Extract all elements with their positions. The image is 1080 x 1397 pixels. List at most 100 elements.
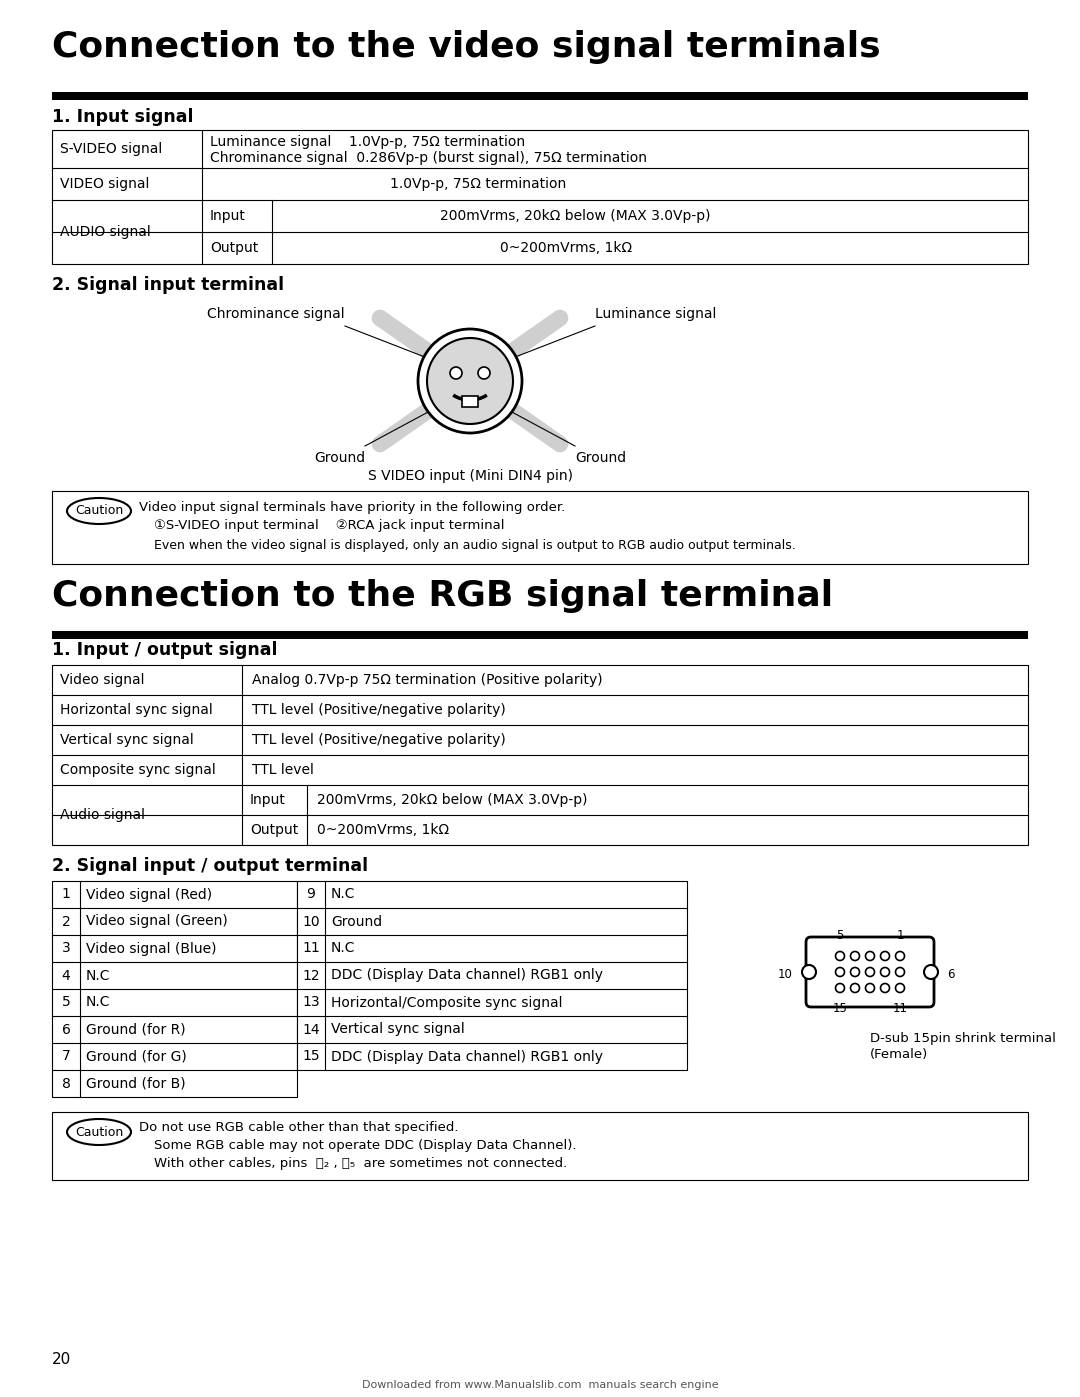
Text: N.C: N.C bbox=[330, 942, 355, 956]
Text: 9: 9 bbox=[307, 887, 315, 901]
Text: TTL level (Positive/negative polarity): TTL level (Positive/negative polarity) bbox=[252, 703, 505, 717]
Text: 10: 10 bbox=[302, 915, 320, 929]
Bar bbox=[52, 665, 1028, 845]
Text: 5: 5 bbox=[836, 929, 843, 942]
Circle shape bbox=[895, 968, 905, 977]
Text: S VIDEO input (Mini DIN4 pin): S VIDEO input (Mini DIN4 pin) bbox=[367, 469, 572, 483]
Text: Input: Input bbox=[210, 210, 246, 224]
Text: Ground: Ground bbox=[314, 451, 365, 465]
Text: Do not use RGB cable other than that specified.: Do not use RGB cable other than that spe… bbox=[139, 1122, 459, 1134]
Text: Video signal (Green): Video signal (Green) bbox=[86, 915, 228, 929]
Text: 10: 10 bbox=[778, 968, 793, 981]
Text: 15: 15 bbox=[833, 1002, 848, 1016]
Circle shape bbox=[865, 983, 875, 992]
Text: (Female): (Female) bbox=[870, 1048, 928, 1060]
Text: 0~200mVrms, 1kΩ: 0~200mVrms, 1kΩ bbox=[500, 242, 632, 256]
Text: 1: 1 bbox=[896, 929, 904, 942]
Circle shape bbox=[865, 968, 875, 977]
Text: Composite sync signal: Composite sync signal bbox=[60, 763, 216, 777]
Text: Caution: Caution bbox=[75, 1126, 123, 1139]
Text: Output: Output bbox=[249, 823, 298, 837]
Circle shape bbox=[478, 367, 490, 379]
Text: Horizontal/Composite sync signal: Horizontal/Composite sync signal bbox=[330, 996, 563, 1010]
Circle shape bbox=[924, 965, 939, 979]
Circle shape bbox=[836, 951, 845, 961]
Text: 4: 4 bbox=[62, 968, 70, 982]
Text: 14: 14 bbox=[302, 1023, 320, 1037]
Text: Video signal (Red): Video signal (Red) bbox=[86, 887, 212, 901]
Text: Ground: Ground bbox=[330, 915, 382, 929]
Bar bbox=[52, 882, 297, 1097]
Circle shape bbox=[802, 965, 816, 979]
Text: Caution: Caution bbox=[75, 504, 123, 517]
Circle shape bbox=[836, 968, 845, 977]
Bar bbox=[52, 490, 1028, 564]
Text: DDC (Display Data channel) RGB1 only: DDC (Display Data channel) RGB1 only bbox=[330, 1049, 603, 1063]
Text: Vertical sync signal: Vertical sync signal bbox=[330, 1023, 464, 1037]
Text: Even when the video signal is displayed, only an audio signal is output to RGB a: Even when the video signal is displayed,… bbox=[154, 538, 796, 552]
Text: TTL level: TTL level bbox=[252, 763, 314, 777]
Text: 7: 7 bbox=[62, 1049, 70, 1063]
FancyBboxPatch shape bbox=[806, 937, 934, 1007]
Text: 2. Signal input / output terminal: 2. Signal input / output terminal bbox=[52, 856, 368, 875]
Bar bbox=[52, 631, 1028, 638]
Text: DDC (Display Data channel) RGB1 only: DDC (Display Data channel) RGB1 only bbox=[330, 968, 603, 982]
Bar bbox=[52, 92, 1028, 101]
Circle shape bbox=[865, 951, 875, 961]
Text: 1. Input signal: 1. Input signal bbox=[52, 108, 193, 126]
Text: Downloaded from www.Manualslib.com  manuals search engine: Downloaded from www.Manualslib.com manua… bbox=[362, 1380, 718, 1390]
Text: 0~200mVrms, 1kΩ: 0~200mVrms, 1kΩ bbox=[318, 823, 449, 837]
Circle shape bbox=[418, 330, 522, 433]
Text: 1.0Vp-p, 75Ω termination: 1.0Vp-p, 75Ω termination bbox=[390, 177, 566, 191]
Text: With other cables, pins  Ⓑ₂ , Ⓑ₅  are sometimes not connected.: With other cables, pins Ⓑ₂ , Ⓑ₅ are some… bbox=[154, 1157, 567, 1169]
Text: 2: 2 bbox=[62, 915, 70, 929]
Bar bbox=[52, 130, 1028, 264]
Text: 200mVrms, 20kΩ below (MAX 3.0Vp-p): 200mVrms, 20kΩ below (MAX 3.0Vp-p) bbox=[440, 210, 711, 224]
Text: Connection to the RGB signal terminal: Connection to the RGB signal terminal bbox=[52, 578, 833, 613]
Text: 1. Input / output signal: 1. Input / output signal bbox=[52, 641, 278, 659]
Text: Video signal (Blue): Video signal (Blue) bbox=[86, 942, 216, 956]
Text: ①S-VIDEO input terminal    ②RCA jack input terminal: ①S-VIDEO input terminal ②RCA jack input … bbox=[154, 518, 504, 531]
Text: AUDIO signal: AUDIO signal bbox=[60, 225, 151, 239]
Text: Ground (for R): Ground (for R) bbox=[86, 1023, 186, 1037]
Text: Ground (for B): Ground (for B) bbox=[86, 1077, 186, 1091]
Text: Some RGB cable may not operate DDC (Display Data Channel).: Some RGB cable may not operate DDC (Disp… bbox=[154, 1139, 577, 1151]
Text: 200mVrms, 20kΩ below (MAX 3.0Vp-p): 200mVrms, 20kΩ below (MAX 3.0Vp-p) bbox=[318, 793, 588, 807]
Circle shape bbox=[427, 338, 513, 425]
Circle shape bbox=[836, 983, 845, 992]
Text: Video signal: Video signal bbox=[60, 673, 145, 687]
Text: Audio signal: Audio signal bbox=[60, 807, 145, 821]
Circle shape bbox=[895, 951, 905, 961]
Text: Analog 0.7Vp-p 75Ω termination (Positive polarity): Analog 0.7Vp-p 75Ω termination (Positive… bbox=[252, 673, 603, 687]
Text: Horizontal sync signal: Horizontal sync signal bbox=[60, 703, 213, 717]
Text: 11: 11 bbox=[892, 1002, 907, 1016]
Text: Ground: Ground bbox=[575, 451, 626, 465]
Text: S-VIDEO signal: S-VIDEO signal bbox=[60, 142, 162, 156]
Text: Chrominance signal  0.286Vp-p (burst signal), 75Ω termination: Chrominance signal 0.286Vp-p (burst sign… bbox=[210, 151, 647, 165]
Text: 20: 20 bbox=[52, 1352, 71, 1368]
Text: 3: 3 bbox=[62, 942, 70, 956]
Text: 15: 15 bbox=[302, 1049, 320, 1063]
Circle shape bbox=[450, 367, 462, 379]
Text: 2. Signal input terminal: 2. Signal input terminal bbox=[52, 277, 284, 293]
Text: 5: 5 bbox=[62, 996, 70, 1010]
Text: Output: Output bbox=[210, 242, 258, 256]
Circle shape bbox=[880, 983, 890, 992]
Text: Video input signal terminals have priority in the following order.: Video input signal terminals have priori… bbox=[139, 500, 565, 514]
Circle shape bbox=[880, 968, 890, 977]
Text: D-sub 15pin shrink terminal: D-sub 15pin shrink terminal bbox=[870, 1032, 1056, 1045]
Text: N.C: N.C bbox=[86, 996, 110, 1010]
Bar bbox=[297, 882, 687, 1070]
Text: Input: Input bbox=[249, 793, 286, 807]
Text: Chrominance signal: Chrominance signal bbox=[207, 307, 345, 321]
Circle shape bbox=[851, 968, 860, 977]
Text: Ground (for G): Ground (for G) bbox=[86, 1049, 187, 1063]
Circle shape bbox=[851, 983, 860, 992]
Bar bbox=[52, 1112, 1028, 1180]
Text: 12: 12 bbox=[302, 968, 320, 982]
Text: Luminance signal: Luminance signal bbox=[595, 307, 716, 321]
Bar bbox=[462, 395, 478, 407]
Text: 1: 1 bbox=[62, 887, 70, 901]
Text: TTL level (Positive/negative polarity): TTL level (Positive/negative polarity) bbox=[252, 733, 505, 747]
Circle shape bbox=[851, 951, 860, 961]
